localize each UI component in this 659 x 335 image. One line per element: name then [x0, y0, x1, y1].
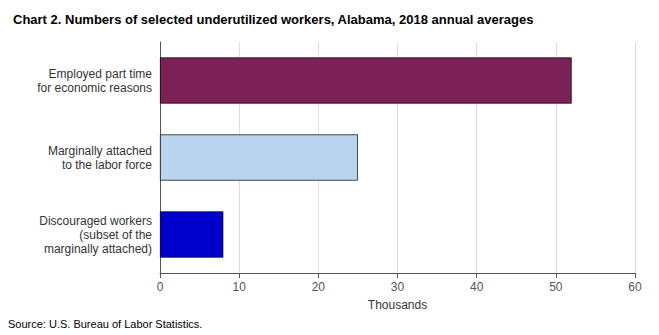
svg-text:Marginally attached: Marginally attached [48, 144, 152, 158]
svg-text:40: 40 [470, 280, 484, 294]
svg-text:Source: U.S. Bureau of Labor S: Source: U.S. Bureau of Labor Statistics. [8, 318, 202, 330]
svg-text:0: 0 [157, 280, 164, 294]
svg-text:Employed part time: Employed part time [49, 67, 153, 81]
svg-text:for economic reasons: for economic reasons [37, 81, 152, 95]
svg-text:to the labor force: to the labor force [62, 158, 152, 172]
svg-text:Discouraged workers: Discouraged workers [39, 214, 152, 228]
svg-text:10: 10 [232, 280, 246, 294]
svg-text:60: 60 [628, 280, 642, 294]
svg-text:Chart 2. Numbers of selected u: Chart 2. Numbers of selected underutiliz… [13, 12, 533, 27]
svg-text:30: 30 [391, 280, 405, 294]
svg-text:(subset of the: (subset of the [79, 228, 152, 242]
svg-text:marginally attached): marginally attached) [44, 242, 152, 256]
svg-text:50: 50 [549, 280, 563, 294]
svg-text:Thousands: Thousands [368, 298, 427, 312]
svg-text:20: 20 [312, 280, 326, 294]
